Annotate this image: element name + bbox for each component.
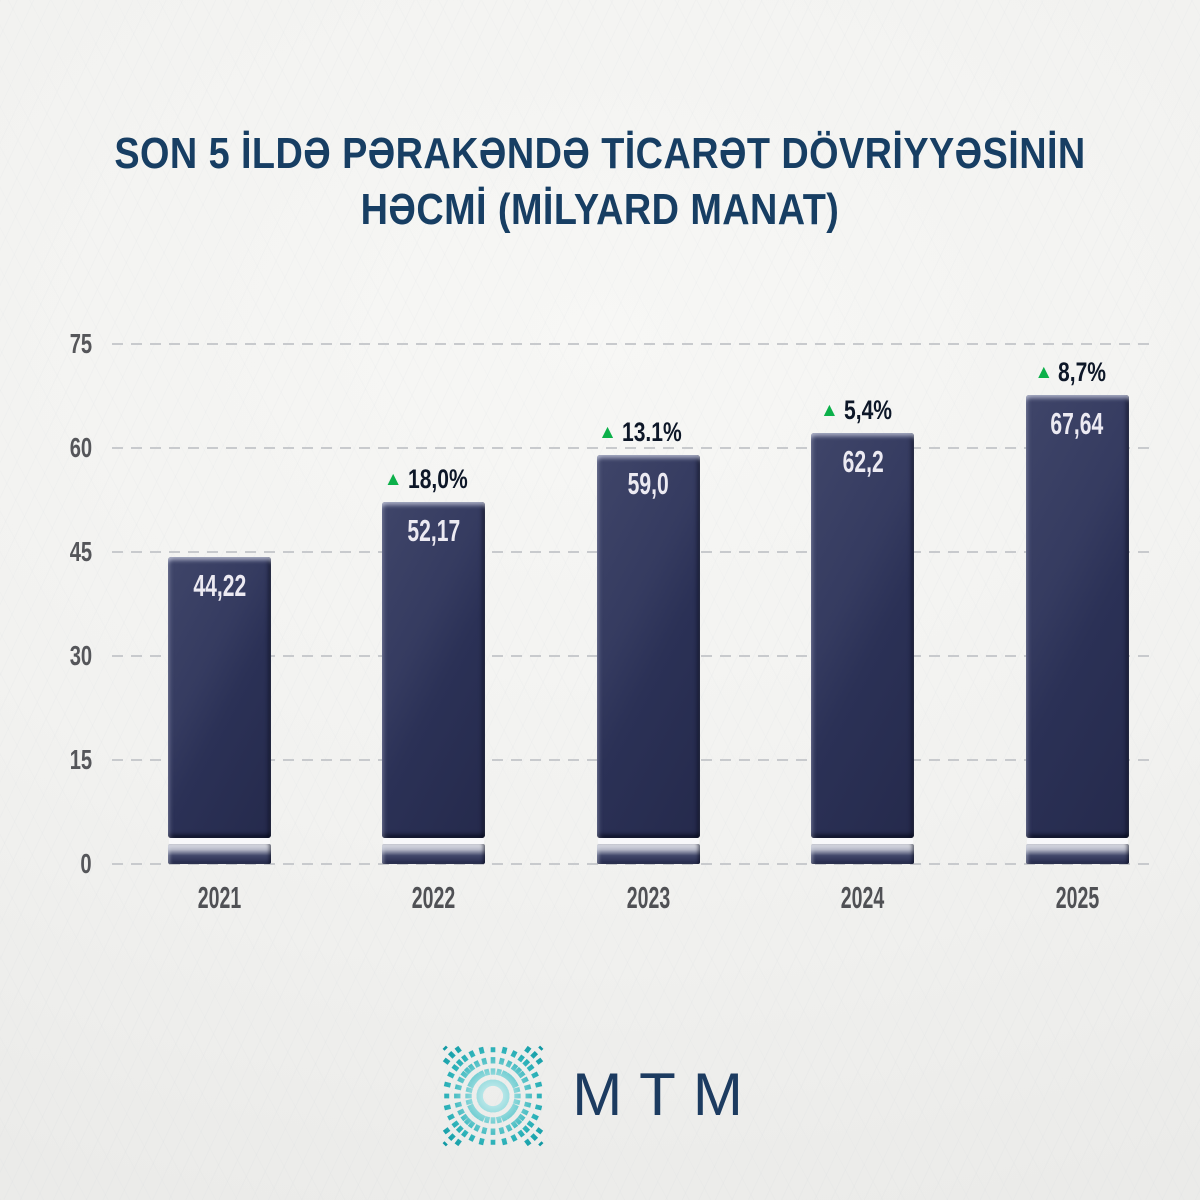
- growth-label: ▲ 8,7%: [974, 359, 1180, 386]
- grid-line-75: [112, 343, 1153, 345]
- chart-title: SON 5 İLDƏ PƏRAKƏNDƏ TİCARƏT DÖVRİYYƏSİN…: [0, 126, 1200, 238]
- bar-value-label: 67,64: [1050, 406, 1104, 442]
- year-label: 2023: [626, 880, 671, 915]
- year-label: 2024: [840, 880, 885, 915]
- year-label: 2025: [1055, 880, 1099, 915]
- bar-2023: ▲ 13.1% 59,0 2023: [596, 418, 700, 915]
- bar-base-segment: [382, 844, 486, 864]
- bar-base-segment: [168, 844, 271, 864]
- bar-body: 59,0: [596, 454, 700, 838]
- growth-label: ▲ 18,0%: [331, 466, 537, 493]
- bar-body: 44,22: [168, 557, 271, 838]
- bar-value-label: 62,2: [842, 443, 884, 479]
- bar-gap-stripe: [383, 838, 485, 844]
- growth-label: ▲ 13.1%: [545, 416, 751, 447]
- chart-title-line2: HƏCMİ (MİLYARD MANAT): [360, 185, 840, 234]
- mtm-logo-text: MTM: [572, 1060, 760, 1128]
- y-tick-label-60: 60: [69, 432, 92, 463]
- bar-body: 62,2: [811, 432, 915, 838]
- bar-value-label: 59,0: [627, 465, 669, 501]
- chart-title-line1: SON 5 İLDƏ PƏRAKƏNDƏ TİCARƏT DÖVRİYYƏSİN…: [114, 129, 1086, 178]
- bar-value-label: 52,17: [407, 513, 461, 549]
- logo: MTM: [0, 1040, 1200, 1152]
- year-label: 2021: [197, 880, 242, 915]
- bar-gap-stripe: [1026, 838, 1128, 844]
- growth-value: 8,7%: [1058, 357, 1107, 388]
- bar-2025: ▲ 8,7% 67,64 2025: [1025, 359, 1129, 915]
- mtm-logo-icon: [442, 1045, 544, 1147]
- y-tick-label-15: 15: [69, 744, 92, 775]
- y-tick-label-45: 45: [69, 536, 92, 567]
- bar-value-label: 44,22: [193, 568, 246, 604]
- bar-body: 67,64: [1025, 395, 1129, 838]
- bar-2022: ▲ 18,0% 52,17 2022: [382, 466, 486, 915]
- bar-gap-stripe: [597, 838, 699, 844]
- bar-2021: ▲ 44,22 2021: [168, 557, 271, 915]
- bar-2024: ▲ 5,4% 62,2 2024: [811, 396, 915, 915]
- bar-body: 52,17: [382, 502, 486, 838]
- growth-value: 13.1%: [621, 416, 682, 447]
- plot-area: 0 15 30 45 60 75 ▲ 44,22 2021 ▲ 18,0% 52,17 2…: [70, 330, 1153, 915]
- up-triangle-icon: ▲: [1034, 362, 1054, 384]
- bar-gap-stripe: [169, 838, 270, 844]
- grid-line-0: [112, 863, 1153, 865]
- grid-line-60: [112, 447, 1153, 449]
- year-label: 2022: [412, 880, 456, 915]
- up-triangle-icon: ▲: [820, 399, 839, 421]
- bar-base-segment: [596, 844, 700, 864]
- up-triangle-icon: ▲: [383, 469, 403, 491]
- growth-value: 5,4%: [843, 394, 892, 425]
- y-tick-label-30: 30: [69, 640, 92, 671]
- y-tick-label-75: 75: [69, 328, 92, 359]
- up-triangle-icon: ▲: [598, 421, 617, 443]
- growth-label: ▲ 5,4%: [760, 394, 966, 425]
- bar-base-segment: [811, 844, 915, 864]
- growth-value: 18,0%: [407, 464, 468, 495]
- y-tick-label-0: 0: [80, 848, 92, 879]
- bar-gap-stripe: [812, 838, 914, 844]
- bar-base-segment: [1025, 844, 1129, 864]
